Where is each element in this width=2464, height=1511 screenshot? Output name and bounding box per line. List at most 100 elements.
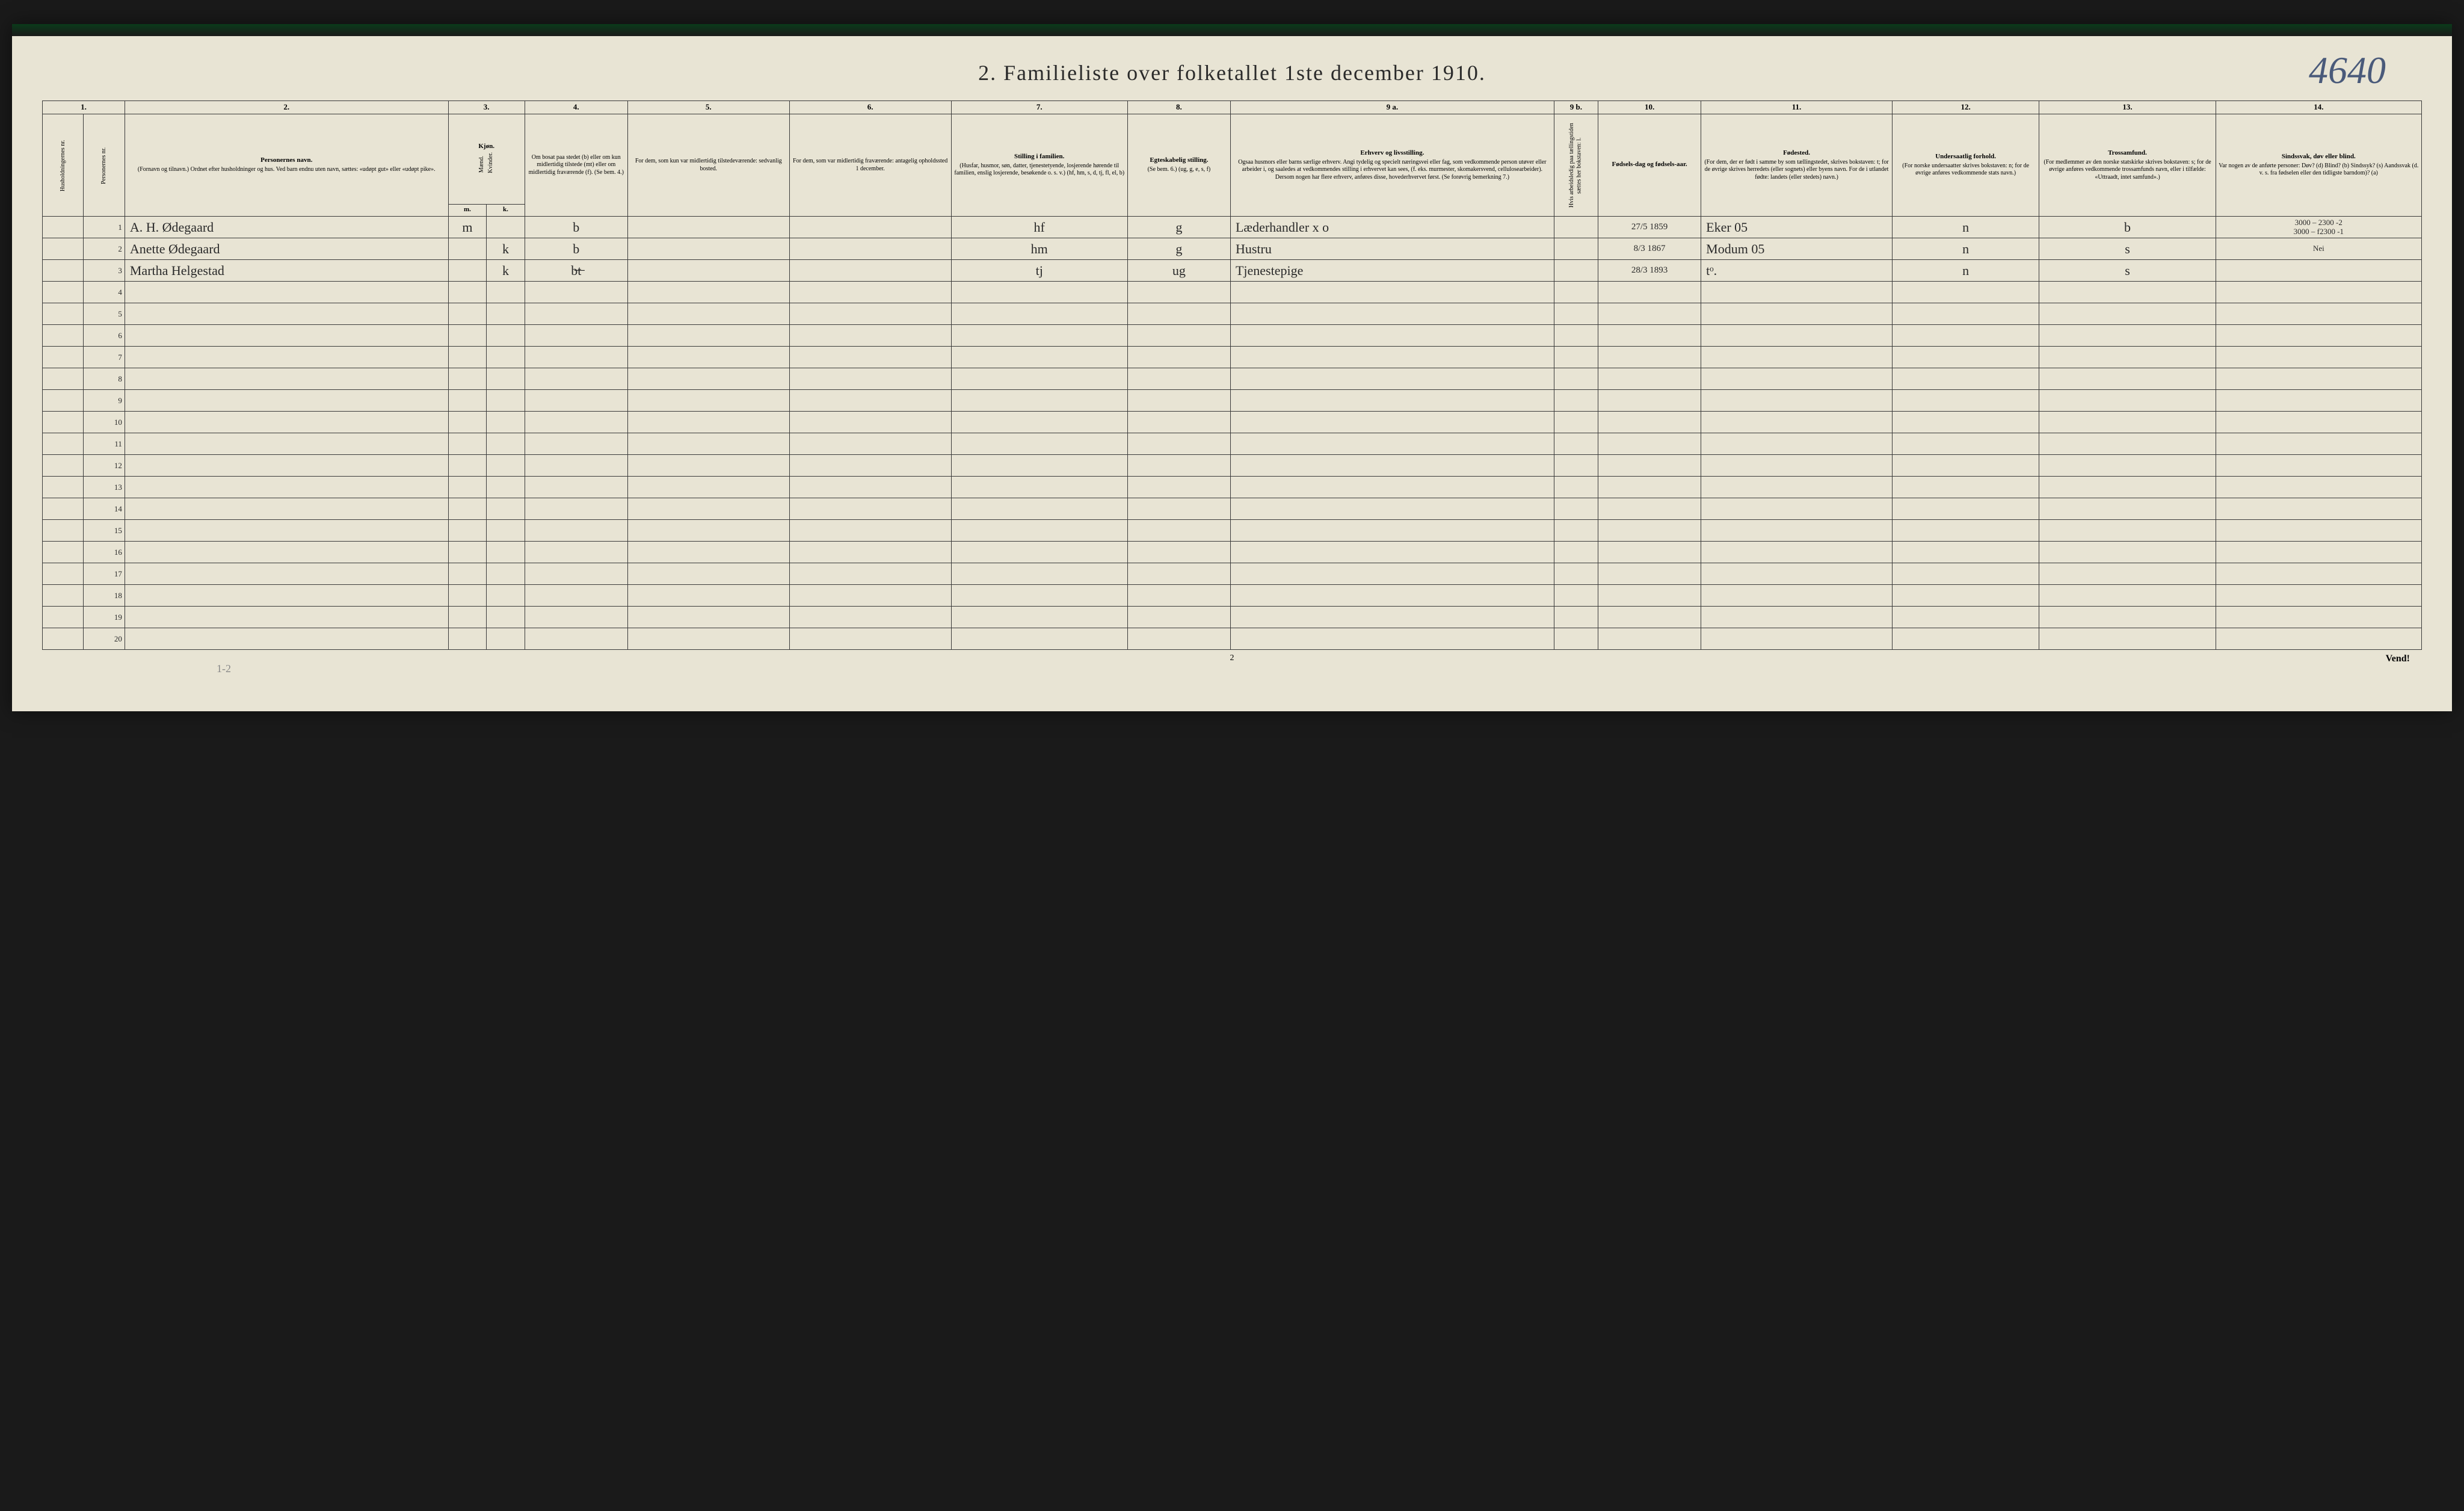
cell-empty (1701, 433, 1893, 455)
colnum-2: 2. (125, 101, 448, 114)
header-row: Husholdningernes nr. Personernes nr. Per… (43, 114, 2422, 205)
cell-person-nr: 5 (84, 303, 125, 325)
cell-empty (1892, 477, 2039, 498)
hdr-kvinder: Kvinder. (487, 152, 495, 173)
subhead-k: k. (487, 205, 525, 217)
cell-opholdssted (789, 217, 951, 238)
cell-empty (1598, 347, 1701, 368)
table-row: 15 (43, 520, 2422, 542)
cell-empty (487, 368, 525, 390)
cell-empty (2216, 563, 2421, 585)
hdr-sedvanlig-bosted: For dem, som kun var midlertidig tilsted… (627, 114, 789, 217)
page-footer: 2 Vend! (42, 654, 2422, 663)
cell-empty (1127, 607, 1230, 628)
cell-empty (525, 412, 627, 433)
cell-empty (627, 542, 789, 563)
cell-empty (1127, 563, 1230, 585)
cell-empty (789, 368, 951, 390)
cell-empty (627, 325, 789, 347)
cell-empty (125, 347, 448, 368)
cell-empty (125, 498, 448, 520)
cell-empty (448, 455, 487, 477)
cell-empty (2039, 368, 2216, 390)
cell-empty (2216, 477, 2421, 498)
cell-k: k (487, 238, 525, 260)
cell-empty (951, 390, 1127, 412)
hdr-erhverv-bold: Erhverv og livsstilling. (1233, 149, 1552, 158)
cell-empty (1892, 433, 2039, 455)
cell-hushold-nr (43, 498, 84, 520)
cell-empty (2216, 325, 2421, 347)
cell-empty (2039, 477, 2216, 498)
cell-person-nr: 1 (84, 217, 125, 238)
cell-empty (2039, 563, 2216, 585)
cell-empty (2216, 347, 2421, 368)
cell-famstill: tj (951, 260, 1127, 282)
cell-empty (789, 303, 951, 325)
cell-empty (1554, 477, 1598, 498)
cell-empty (1230, 607, 1554, 628)
cell-bosat: b̶t̶ (525, 260, 627, 282)
cell-empty (789, 455, 951, 477)
cell-person-nr: 20 (84, 628, 125, 650)
hdr-kjon-bold: Kjøn. (451, 143, 523, 151)
cell-empty (1598, 628, 1701, 650)
cell-empty (1701, 325, 1893, 347)
cell-person-nr: 18 (84, 585, 125, 607)
colnum-8: 8. (1127, 101, 1230, 114)
cell-empty (1701, 607, 1893, 628)
cell-empty (1892, 282, 2039, 303)
cell-person-nr: 19 (84, 607, 125, 628)
table-row: 3 Martha Helgestad k b̶t̶ tj ug Tjeneste… (43, 260, 2422, 282)
cell-empty (951, 282, 1127, 303)
cell-empty (951, 455, 1127, 477)
cell-empty (525, 563, 627, 585)
cell-empty (2216, 520, 2421, 542)
cell-hushold-nr (43, 563, 84, 585)
cell-navn: A. H. Ødegaard (125, 217, 448, 238)
cell-empty (2216, 433, 2421, 455)
cell-empty (1598, 477, 1701, 498)
cell-empty (951, 412, 1127, 433)
hdr-opholdssted: For dem, som var midlertidig fraværende:… (789, 114, 951, 217)
cell-empty (125, 542, 448, 563)
cell-empty (1598, 303, 1701, 325)
hdr-tros-bold: Trossamfund. (2041, 149, 2213, 158)
cell-empty (1127, 498, 1230, 520)
cell-navn: Martha Helgestad (125, 260, 448, 282)
hdr-egte-bold: Egteskabelig stilling. (1130, 156, 1228, 165)
cell-person-nr: 3 (84, 260, 125, 282)
cell-unders: n (1892, 217, 2039, 238)
cell-empty (487, 325, 525, 347)
hdr-fdato-bold: Fødsels-dag og fødsels-aar. (1600, 161, 1699, 169)
cell-m (448, 238, 487, 260)
hdr-egteskab: Egteskabelig stilling. (Se bem. 6.) (ug,… (1127, 114, 1230, 217)
cell-empty (1127, 628, 1230, 650)
hdr-maend: Mænd. (478, 156, 486, 173)
corner-number: 4640 (2309, 48, 2386, 93)
cell-tros: s (2039, 260, 2216, 282)
cell-hushold-nr (43, 520, 84, 542)
cell-hushold-nr (43, 325, 84, 347)
cell-empty (1598, 433, 1701, 455)
cell-empty (627, 563, 789, 585)
hdr-arbeidsledig: Hvis arbeidsledig paa tællingstiden sætt… (1554, 114, 1598, 217)
page-number: 2 (1230, 654, 1234, 663)
cell-empty (1598, 455, 1701, 477)
cell-empty (1598, 563, 1701, 585)
cell-empty (1598, 498, 1701, 520)
hdr-navn: Personernes navn. (Fornavn og tilnavn.) … (125, 114, 448, 217)
cell-arbeidsledig (1554, 260, 1598, 282)
cell-bosat: b (525, 238, 627, 260)
pencil-note: 1-2 (217, 663, 231, 675)
cell-empty (1701, 368, 1893, 390)
cell-sindssvak: 3000 – 2300 -23000 – f2300 -1 (2216, 217, 2421, 238)
cell-empty (487, 563, 525, 585)
cell-hushold-nr (43, 433, 84, 455)
cell-empty (487, 412, 525, 433)
cell-empty (125, 282, 448, 303)
cell-empty (951, 477, 1127, 498)
cell-empty (2216, 607, 2421, 628)
hdr-egte-text: (Se bem. 6.) (ug, g, e, s, f) (1148, 166, 1211, 173)
cell-empty (448, 585, 487, 607)
